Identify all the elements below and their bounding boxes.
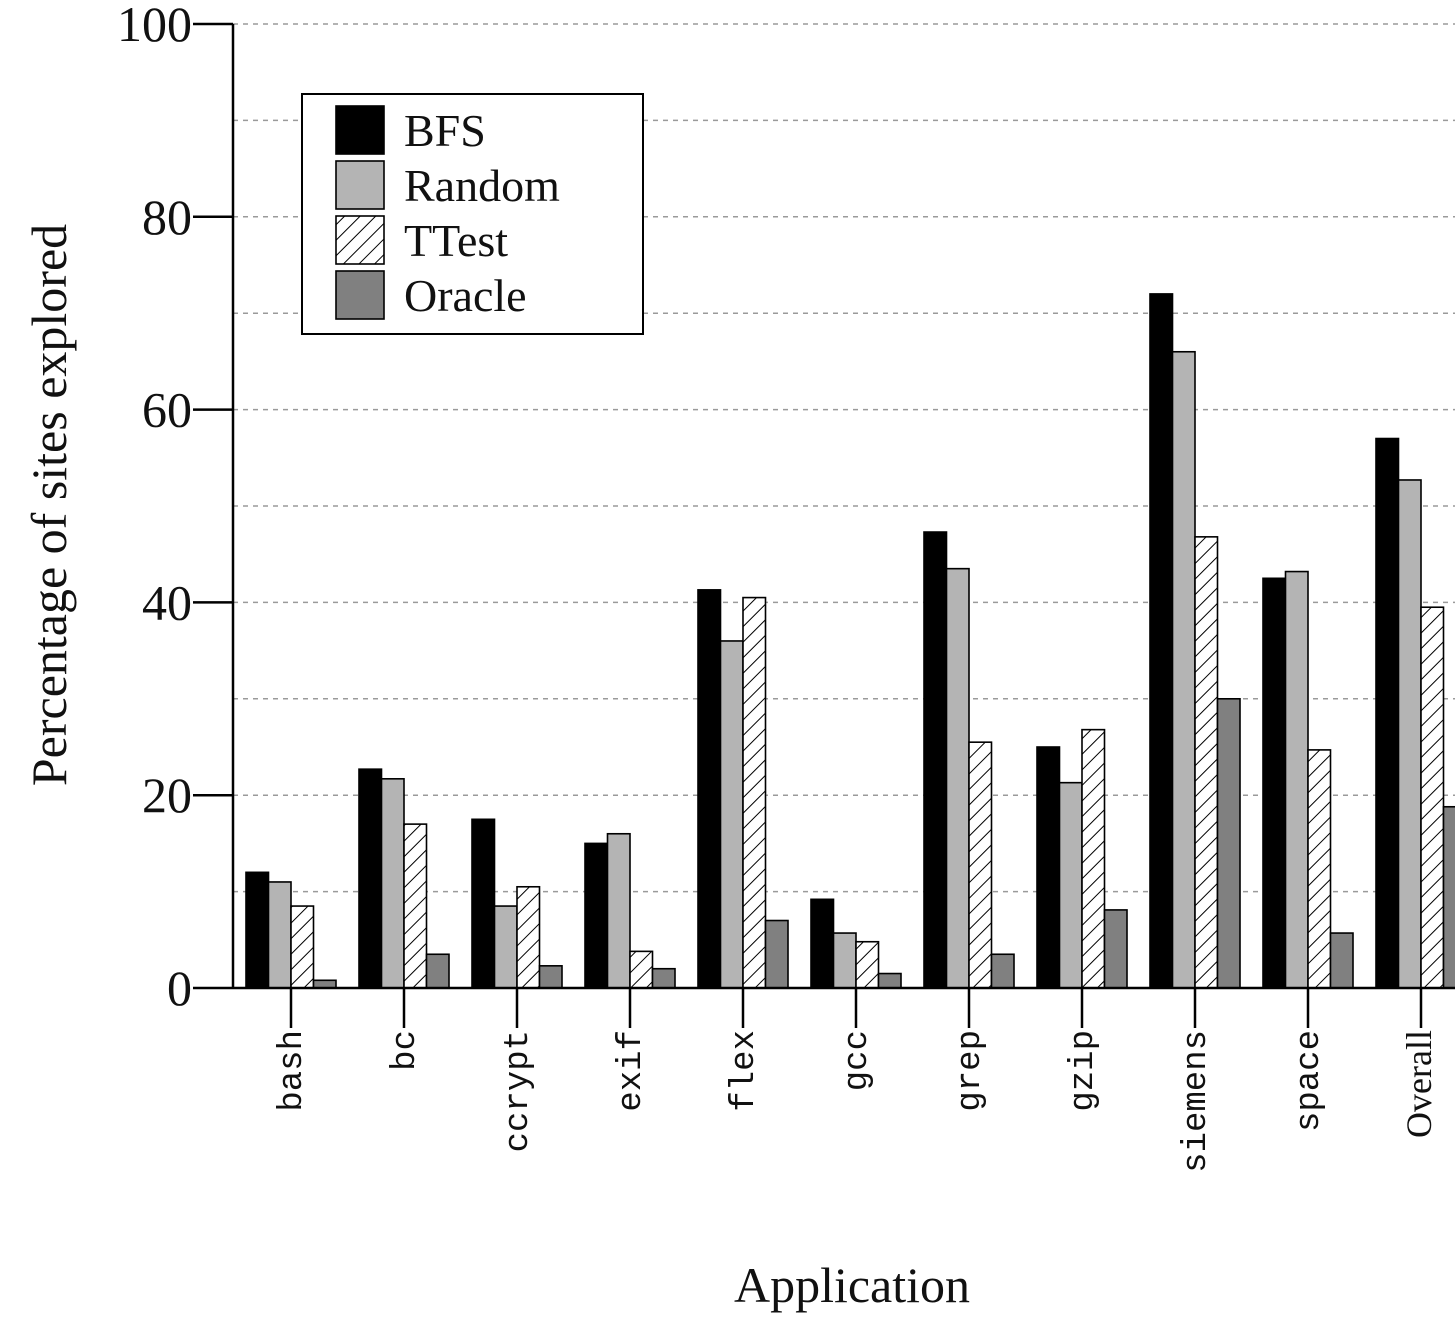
x-axis-label: Application [734, 1257, 970, 1313]
bar-ttest-gcc [856, 942, 879, 988]
bar-random-overall [1399, 480, 1422, 988]
legend-swatch-bfs [336, 106, 384, 154]
bar-ttest-overall [1421, 607, 1444, 988]
bar-ttest-grep [969, 742, 992, 988]
bar-random-ccrypt [495, 906, 518, 988]
bar-bfs-flex [698, 590, 721, 988]
y-tick-label: 100 [117, 0, 192, 52]
bar-oracle-siemens [1218, 699, 1241, 988]
x-tick-label: gzip [1065, 1030, 1103, 1112]
bar-bfs-gcc [811, 899, 834, 988]
bar-random-exif [608, 834, 631, 988]
x-tick-label: space [1291, 1030, 1329, 1132]
bar-oracle-bc [427, 954, 450, 988]
bar-ttest-ccrypt [517, 887, 540, 988]
bar-bfs-siemens [1150, 294, 1173, 988]
bar-bfs-bash [246, 872, 269, 988]
bar-oracle-exif [653, 969, 676, 988]
y-tick-label: 40 [142, 574, 192, 630]
legend-label-random: Random [404, 160, 560, 211]
legend-label-ttest: TTest [404, 215, 508, 266]
x-tick-label: gcc [839, 1030, 877, 1091]
bar-oracle-flex [766, 921, 789, 988]
legend-label-bfs: BFS [404, 105, 486, 156]
y-tick-label: 0 [167, 960, 192, 1016]
bar-oracle-overall [1444, 807, 1455, 988]
bar-random-bash [269, 882, 292, 988]
legend-label-oracle: Oracle [404, 270, 527, 321]
bar-bfs-space [1263, 578, 1286, 988]
legend-swatch-oracle [336, 271, 384, 319]
legend-swatch-random [336, 161, 384, 209]
bar-oracle-gcc [879, 974, 902, 988]
bar-random-siemens [1173, 352, 1196, 988]
bar-ttest-space [1308, 750, 1331, 988]
x-tick-label: exif [613, 1030, 651, 1112]
bar-bfs-overall [1376, 439, 1399, 988]
y-tick-label: 20 [142, 767, 192, 823]
x-tick-label: bash [274, 1030, 312, 1112]
bar-random-gcc [834, 933, 857, 988]
bars [246, 294, 1455, 988]
bar-ttest-exif [630, 951, 653, 988]
bar-bfs-exif [585, 843, 608, 988]
bar-ttest-siemens [1195, 537, 1218, 988]
y-axis-label: Percentage of sites explored [21, 224, 77, 786]
y-tick-label: 60 [142, 382, 192, 438]
x-tick-label: flex [726, 1030, 764, 1112]
bar-ttest-bash [291, 906, 314, 988]
bar-random-gzip [1060, 783, 1083, 988]
x-tick-label: ccrypt [500, 1030, 538, 1152]
bar-random-grep [947, 569, 970, 988]
x-tick-label: bc [387, 1030, 425, 1071]
bar-ttest-flex [743, 598, 766, 988]
bar-ttest-gzip [1082, 730, 1105, 988]
bar-oracle-space [1331, 933, 1354, 988]
y-tick-label: 80 [142, 189, 192, 245]
x-tick-label: Overall [1399, 1030, 1439, 1138]
bar-oracle-ccrypt [540, 966, 563, 988]
bar-oracle-gzip [1105, 910, 1128, 988]
bar-random-space [1286, 572, 1309, 988]
bar-ttest-bc [404, 824, 427, 988]
bar-random-flex [721, 641, 744, 988]
bar-bfs-bc [359, 769, 382, 988]
bar-oracle-grep [992, 954, 1015, 988]
bar-bfs-ccrypt [472, 819, 495, 988]
x-tick-label: siemens [1178, 1030, 1216, 1173]
bar-bfs-gzip [1037, 747, 1060, 988]
legend-swatch-ttest [336, 216, 384, 264]
x-tick-label: grep [952, 1030, 990, 1112]
bar-bfs-grep [924, 532, 947, 988]
x-tick-labels: bash bc ccrypt exif flex gcc grep gzip siemens sp… [274, 1030, 1439, 1173]
y-tick-labels: 0 20 40 60 80 100 [117, 0, 192, 1016]
bar-random-bc [382, 779, 405, 988]
